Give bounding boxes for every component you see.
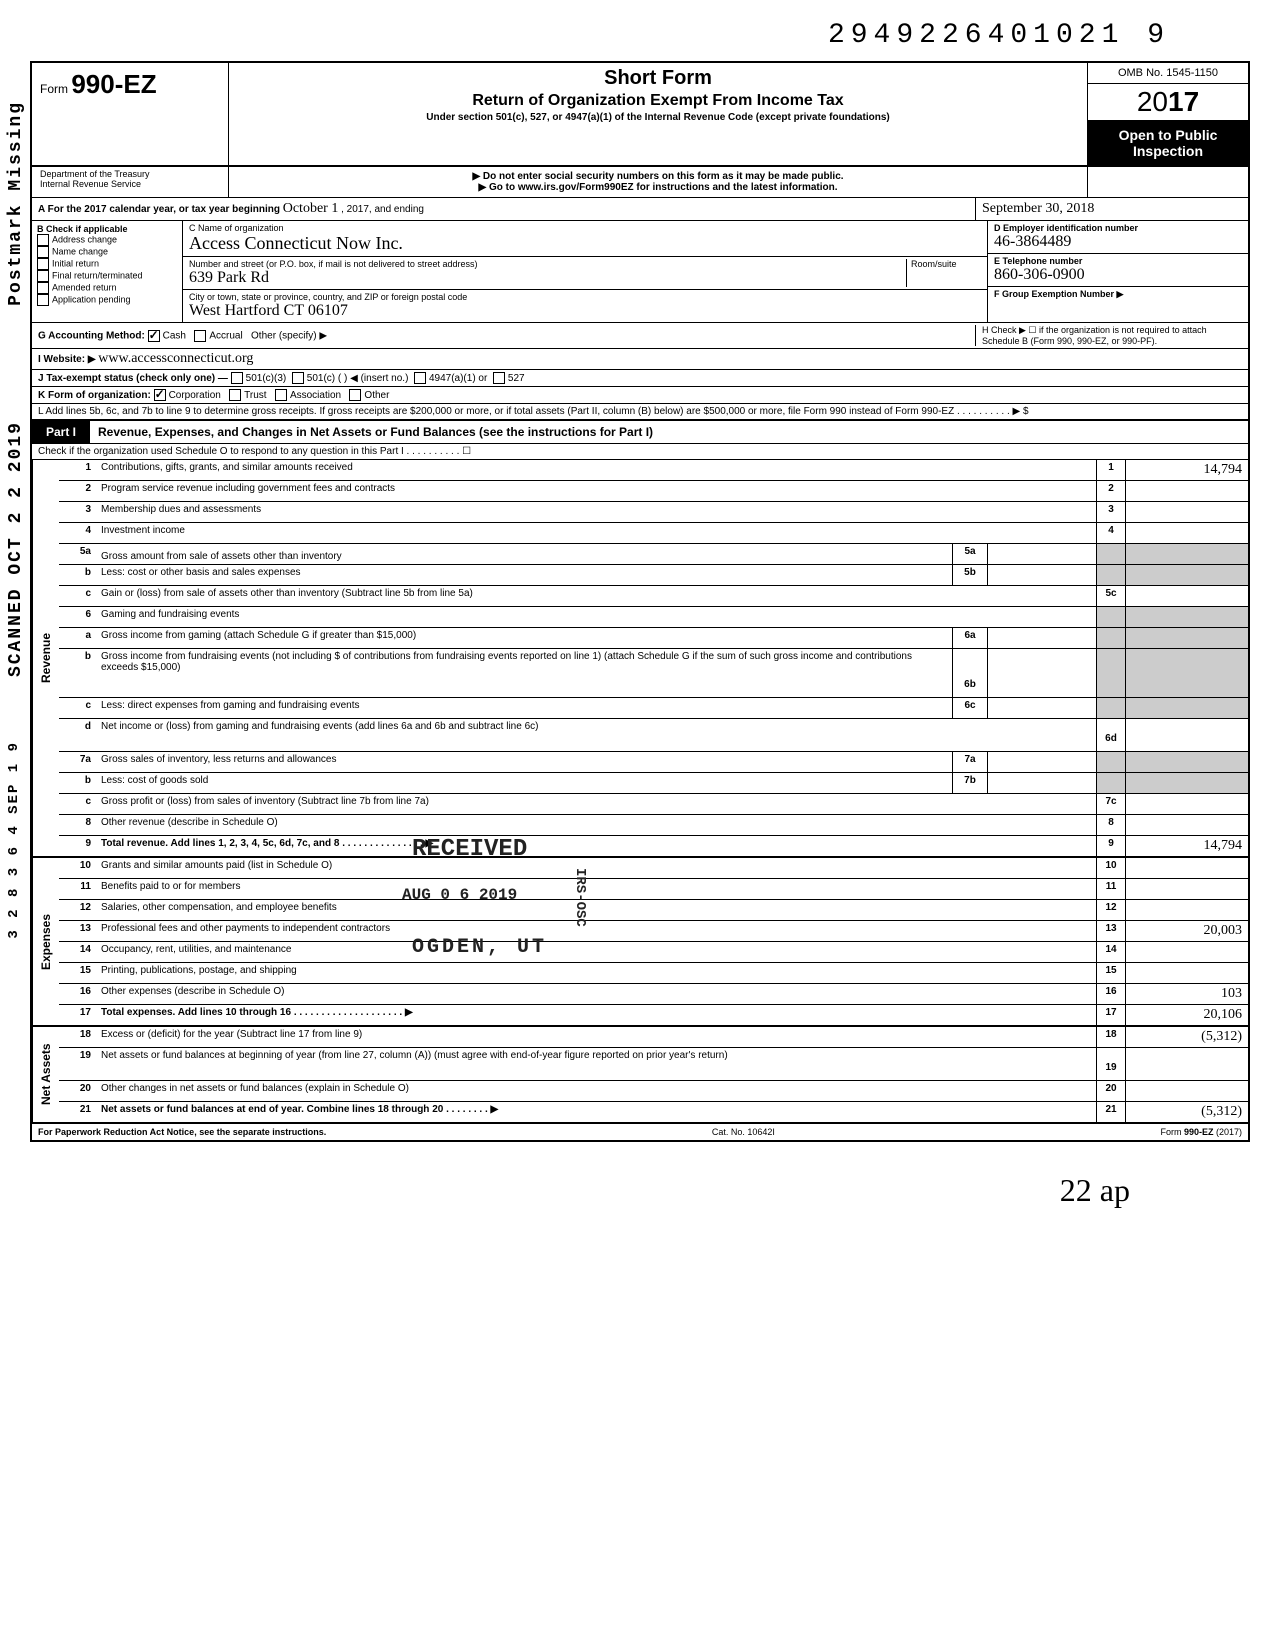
org-street: 639 Park Rd: [189, 269, 269, 286]
subtitle: Under section 501(c), 527, or 4947(a)(1)…: [237, 112, 1079, 123]
section-g: G Accounting Method: Cash Accrual Other …: [38, 330, 975, 342]
check-cash[interactable]: [148, 330, 160, 342]
check-501c3[interactable]: [231, 372, 243, 384]
website-value: www.accessconnecticut.org: [98, 351, 253, 367]
open-public-badge: Open to Public Inspection: [1088, 121, 1248, 165]
check-accrual[interactable]: [194, 330, 206, 342]
check-501c[interactable]: [292, 372, 304, 384]
part1-check-row: Check if the organization used Schedule …: [32, 444, 1248, 460]
line13-amount: 20,003: [1125, 921, 1248, 941]
omb-cell: OMB No. 1545-1150 2017 Open to Public In…: [1088, 63, 1248, 165]
section-c: C Name of organization Access Connecticu…: [183, 221, 988, 322]
phone-value: 860-306-0900: [994, 266, 1085, 283]
check-other-org[interactable]: [349, 389, 361, 401]
line17-amount: 20,106: [1125, 1005, 1248, 1025]
form-year: 2017: [1088, 84, 1248, 121]
side-seq-stamp: 3 2 8 3 6 4 SEP 1 9: [6, 741, 22, 939]
instructions-cell: Do not enter social security numbers on …: [229, 167, 1088, 197]
check-initial-return[interactable]: [37, 258, 49, 270]
part1-header: Part I Revenue, Expenses, and Changes in…: [32, 421, 1248, 444]
form-title-cell: Short Form Return of Organization Exempt…: [229, 63, 1088, 165]
line18-amount: (5,312): [1125, 1027, 1248, 1047]
form-number-cell: Form 990-EZ: [32, 63, 229, 165]
org-name: Access Connecticut Now Inc.: [189, 233, 403, 253]
form-990ez: Form 990-EZ Short Form Return of Organiz…: [30, 61, 1250, 1142]
revenue-body: 1Contributions, gifts, grants, and simil…: [59, 460, 1248, 856]
check-address-change[interactable]: [37, 234, 49, 246]
omb-number: OMB No. 1545-1150: [1088, 63, 1248, 84]
section-def: D Employer identification number 46-3864…: [988, 221, 1248, 322]
section-l: L Add lines 5b, 6c, and 7b to line 9 to …: [32, 404, 1248, 421]
main-title: Return of Organization Exempt From Incom…: [237, 92, 1079, 110]
top-doc-number: 2949226401021 9: [30, 20, 1170, 51]
line21-amount: (5,312): [1125, 1102, 1248, 1122]
check-final-return[interactable]: [37, 270, 49, 282]
org-city: West Hartford CT 06107: [189, 302, 348, 319]
side-scanned-stamp: SCANNED OCT 2 2 2019: [6, 421, 26, 677]
short-form-title: Short Form: [237, 67, 1079, 90]
bottom-handwriting: 22 ap: [30, 1172, 1130, 1209]
check-corporation[interactable]: [154, 389, 166, 401]
line9-amount: 14,794: [1125, 836, 1248, 856]
side-postmark-stamp: Postmark Missing: [6, 101, 26, 306]
expenses-side-label: Expenses: [32, 858, 59, 1025]
check-association[interactable]: [275, 389, 287, 401]
check-4947[interactable]: [414, 372, 426, 384]
netassets-side-label: Net Assets: [32, 1027, 59, 1122]
expenses-body: 10Grants and similar amounts paid (list …: [59, 858, 1248, 1025]
form-footer: For Paperwork Reduction Act Notice, see …: [32, 1124, 1248, 1140]
period-end-value: September 30, 2018: [976, 198, 1248, 220]
section-h: H Check ▶ ☐ if the organization is not r…: [975, 325, 1242, 346]
line16-amount: 103: [1125, 984, 1248, 1004]
period-begin-value: October 1: [283, 201, 339, 216]
netassets-body: 18Excess or (deficit) for the year (Subt…: [59, 1027, 1248, 1122]
section-j: J Tax-exempt status (check only one) — 5…: [32, 370, 1248, 387]
period-a: A For the 2017 calendar year, or tax yea…: [32, 198, 976, 220]
check-527[interactable]: [493, 372, 505, 384]
ein-value: 46-3864489: [994, 233, 1071, 250]
line1-amount: 14,794: [1125, 460, 1248, 480]
section-k: K Form of organization: Corporation Trus…: [32, 387, 1248, 404]
check-trust[interactable]: [229, 389, 241, 401]
check-amended-return[interactable]: [37, 282, 49, 294]
section-b-checks: B Check if applicable Address change Nam…: [32, 221, 183, 322]
check-name-change[interactable]: [37, 246, 49, 258]
dept-cell: Department of the Treasury Internal Reve…: [32, 167, 229, 197]
revenue-side-label: Revenue: [32, 460, 59, 856]
check-application-pending[interactable]: [37, 294, 49, 306]
